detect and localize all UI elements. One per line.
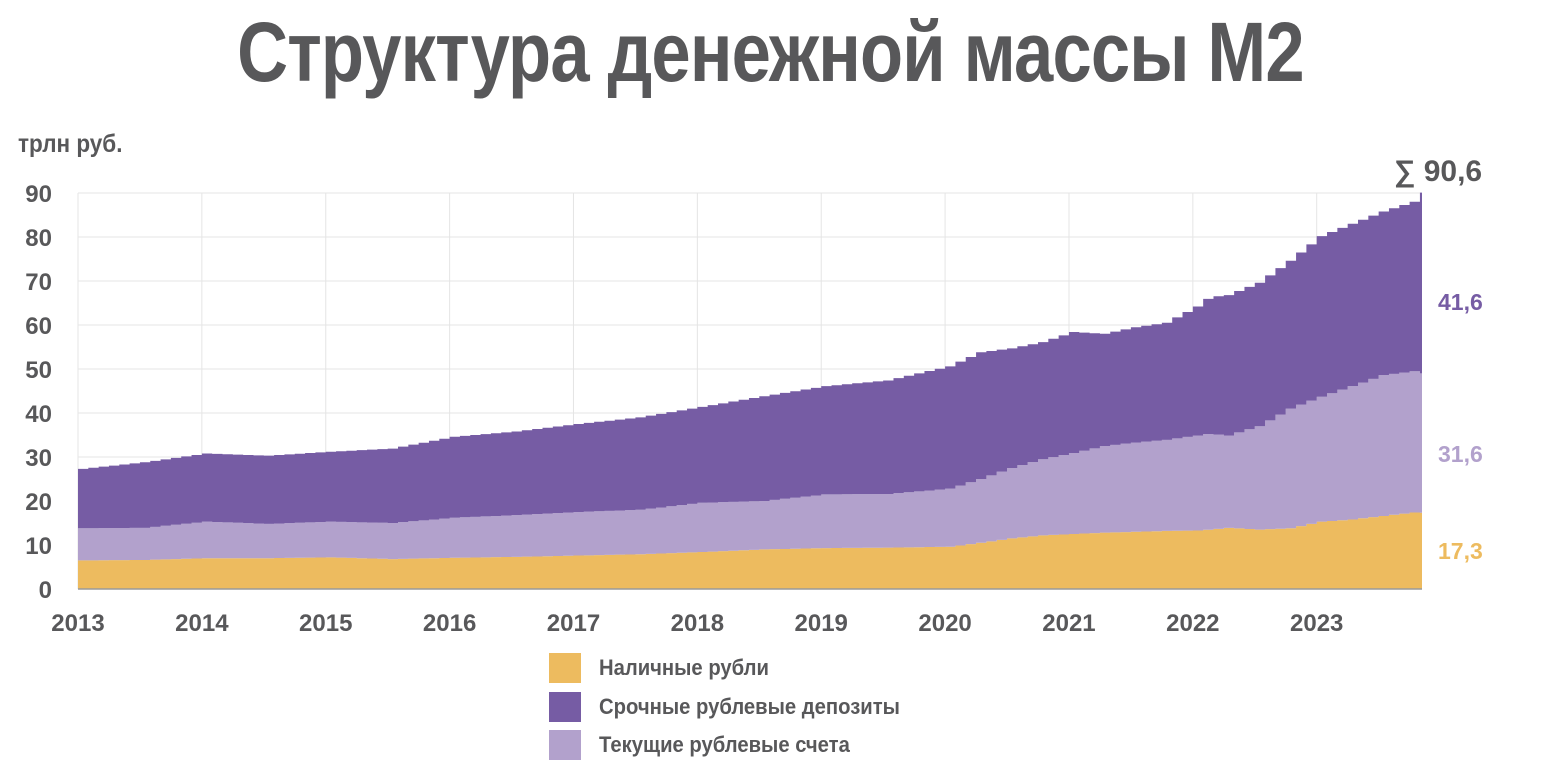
x-tick-label: 2020 xyxy=(918,610,971,637)
y-tick-label: 80 xyxy=(25,225,52,252)
legend-label-cash: Наличные рубли xyxy=(599,655,769,681)
y-tick-label: 20 xyxy=(25,489,52,516)
chart-title: Структура денежной массы М2 xyxy=(237,5,1305,99)
y-tick-label: 90 xyxy=(25,181,52,208)
y-axis-unit-label: трлн руб. xyxy=(18,130,123,158)
legend: Наличные рубли Срочные рублевые депозиты… xyxy=(549,649,926,765)
stacked-area-chart: 0 10 20 30 40 50 60 70 80 90 2013 2014 2015 2016 2017… xyxy=(25,155,1483,637)
y-tick-label: 0 xyxy=(39,577,52,604)
legend-item-cash: Наличные рубли xyxy=(549,649,926,688)
x-tick-label: 2023 xyxy=(1290,610,1343,637)
x-tick-label: 2017 xyxy=(547,610,600,637)
area-current-accounts xyxy=(78,371,1422,561)
y-axis: 0 10 20 30 40 50 60 70 80 90 xyxy=(25,181,52,604)
y-tick-label: 50 xyxy=(25,357,52,384)
y-tick-label: 30 xyxy=(25,445,52,472)
cash-value-label: 17,3 xyxy=(1438,538,1483,564)
x-tick-label: 2019 xyxy=(795,610,848,637)
legend-item-current-accounts: Текущие рублевые счета xyxy=(549,726,926,765)
x-tick-label: 2014 xyxy=(175,610,229,637)
legend-label-time-deposits: Срочные рублевые депозиты xyxy=(599,693,900,719)
area-cash xyxy=(78,512,1422,589)
legend-item-time-deposits: Срочные рублевые депозиты xyxy=(549,688,926,727)
legend-swatch-cash xyxy=(549,653,581,684)
x-tick-label: 2022 xyxy=(1166,610,1219,637)
x-tick-label: 2016 xyxy=(423,610,476,637)
end-value-labels: ∑ 90,6 41,6 31,6 17,3 xyxy=(1394,155,1483,564)
legend-label-current-accounts: Текущие рублевые счета xyxy=(599,732,850,758)
x-tick-label: 2015 xyxy=(299,610,352,637)
y-tick-label: 70 xyxy=(25,269,52,296)
time-deposits-value-label: 41,6 xyxy=(1438,289,1483,315)
y-tick-label: 60 xyxy=(25,313,52,340)
chart-areas xyxy=(78,192,1422,589)
area-time-deposits xyxy=(78,192,1422,529)
x-axis: 2013 2014 2015 2016 2017 2018 2019 2020 2021 2022… xyxy=(51,588,1422,637)
legend-swatch-current-accounts xyxy=(549,730,581,761)
total-value-label: ∑ 90,6 xyxy=(1394,155,1482,188)
x-tick-label: 2013 xyxy=(51,610,104,637)
current-accounts-value-label: 31,6 xyxy=(1438,441,1483,467)
legend-swatch-time-deposits xyxy=(549,691,581,722)
x-tick-label: 2021 xyxy=(1042,610,1095,637)
y-tick-label: 40 xyxy=(25,401,52,428)
x-tick-label: 2018 xyxy=(671,610,724,637)
y-tick-label: 10 xyxy=(25,533,52,560)
